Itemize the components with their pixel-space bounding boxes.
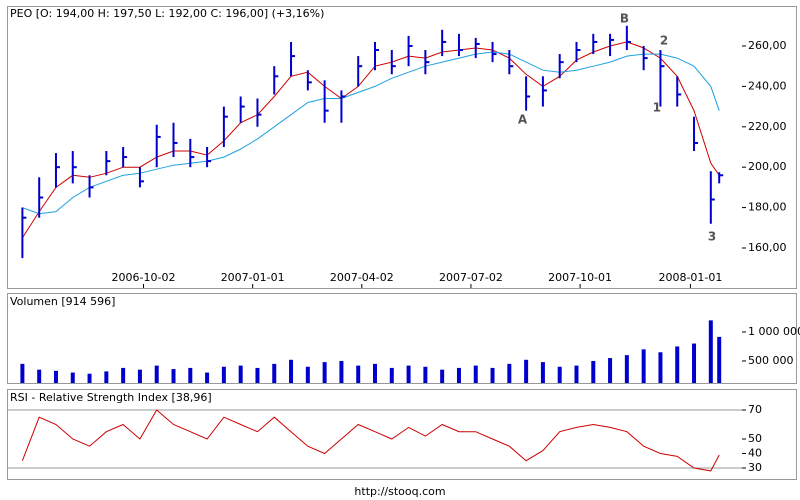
y-tick-label: 500 000 <box>748 354 794 367</box>
volume-bar <box>121 367 126 383</box>
volume-bar <box>87 373 92 383</box>
volume-bar <box>289 359 294 383</box>
volume-bar <box>557 366 562 383</box>
volume-bar <box>272 363 277 383</box>
volume-bar <box>255 367 260 383</box>
volume-bar <box>675 346 680 383</box>
volume-bar <box>20 363 25 383</box>
y-tick-label: 50 <box>748 432 762 445</box>
annotation: 3 <box>708 230 716 244</box>
volume-bar <box>708 320 713 383</box>
x-tick-label: 2006-10-02 <box>112 271 176 284</box>
volume-bar <box>591 360 596 383</box>
panel-title: PEO [O: 194,00 H: 197,50 L: 192,00 C: 19… <box>10 7 324 20</box>
volume-bar <box>238 365 243 383</box>
volume-bar <box>70 372 75 383</box>
panel-title: Volumen [914 596] <box>10 295 115 308</box>
y-tick-label: 260,00 <box>748 39 787 52</box>
volume-bar <box>221 366 226 383</box>
volume-bar <box>524 359 529 383</box>
volume-bar <box>406 365 411 383</box>
price-panel <box>7 6 797 289</box>
y-tick-label: 30 <box>748 461 762 474</box>
volume-bar <box>154 365 159 383</box>
annotation: 2 <box>660 33 668 47</box>
y-tick-label: 160,00 <box>748 241 787 254</box>
volume-bar <box>423 366 428 383</box>
volume-bar <box>507 363 512 383</box>
x-tick-label: 2007-04-02 <box>330 271 394 284</box>
y-tick-label: 70 <box>748 403 762 416</box>
volume-bar <box>717 336 722 383</box>
volume-bar <box>473 365 478 383</box>
rsi-line <box>21 409 720 472</box>
rsi-panel <box>7 389 797 480</box>
volume-bar <box>205 372 210 383</box>
x-tick-label: 2007-10-01 <box>548 271 612 284</box>
y-tick-label: 240,00 <box>748 79 787 92</box>
volume-bar <box>104 371 109 383</box>
volume-bar <box>389 367 394 383</box>
volume-bar <box>171 369 176 383</box>
volume-bar <box>440 369 445 383</box>
x-tick-label: 2008-01-01 <box>658 271 722 284</box>
x-tick-label: 2007-01-01 <box>221 271 285 284</box>
annotation: 1 <box>653 101 661 115</box>
volume-bar <box>692 343 697 383</box>
volume-bar <box>373 363 377 383</box>
annotation: B <box>620 11 629 25</box>
volume-bar <box>574 365 579 383</box>
volume-bar <box>456 367 461 383</box>
y-tick-label: 200,00 <box>748 160 787 173</box>
volume-bar <box>322 362 327 383</box>
volume-bar <box>608 358 613 383</box>
x-tick-label: 2007-07-02 <box>439 271 503 284</box>
volume-bar <box>53 370 58 383</box>
volume-bar <box>641 349 646 383</box>
volume-bar <box>540 362 545 383</box>
annotation: A <box>518 112 528 126</box>
y-tick-label: 220,00 <box>748 120 787 133</box>
volume-bar <box>188 367 193 383</box>
volume-bar <box>490 367 495 383</box>
volume-bar <box>137 369 142 383</box>
y-tick-label: 1 000 000 <box>748 325 800 338</box>
footer: http://stooq.com <box>354 485 445 498</box>
volume-bar <box>356 365 361 383</box>
volume-bar <box>37 369 42 383</box>
volume-bar <box>624 355 629 383</box>
volume-bar <box>305 366 310 383</box>
volume-panel <box>7 293 797 384</box>
panel-title: RSI - Relative Strength Index [38,96] <box>10 391 212 404</box>
y-tick-label: 40 <box>748 446 762 459</box>
volume-bar <box>658 352 663 383</box>
volume-bar <box>339 360 344 383</box>
y-tick-label: 180,00 <box>748 201 787 214</box>
